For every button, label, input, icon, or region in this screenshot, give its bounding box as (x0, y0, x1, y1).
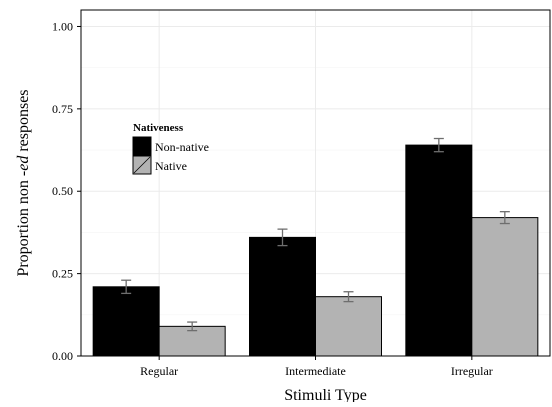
y-axis-title-emph: ed (15, 155, 32, 171)
legend-label: Non-native (155, 140, 209, 154)
bar (315, 296, 382, 357)
y-axis-title-prefix: Proportion non - (15, 171, 32, 277)
bar (92, 286, 160, 357)
y-tick-label: 0.00 (52, 349, 73, 363)
y-axis-title-suffix: responses (15, 89, 32, 155)
bar (249, 236, 316, 357)
legend-key-slash (133, 156, 151, 174)
y-tick-label: 0.50 (52, 184, 73, 198)
x-tick-label: Irregular (451, 364, 493, 378)
legend-title: Nativeness (133, 122, 184, 134)
y-axis-title: Proportion non -ed responses (15, 89, 32, 276)
y-tick-label: 0.75 (52, 102, 73, 116)
x-axis-title: Stimuli Type (284, 387, 367, 402)
legend-key-slash (133, 137, 151, 155)
x-tick-label: Regular (140, 364, 178, 378)
y-tick-label: 1.00 (52, 19, 73, 33)
x-tick-label: Intermediate (285, 364, 346, 378)
bar (471, 217, 539, 357)
y-tick-label: 0.25 (52, 267, 73, 281)
legend-label: Native (155, 159, 187, 173)
bar (405, 144, 473, 357)
